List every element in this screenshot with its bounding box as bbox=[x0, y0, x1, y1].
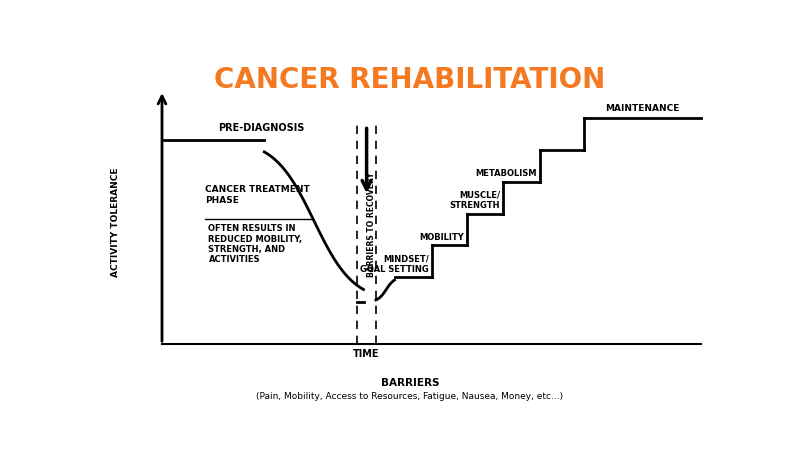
Text: OFTEN RESULTS IN
REDUCED MOBILITY,
STRENGTH, AND
ACTIVITIES: OFTEN RESULTS IN REDUCED MOBILITY, STREN… bbox=[209, 224, 302, 264]
Text: CANCER TREATMENT
PHASE: CANCER TREATMENT PHASE bbox=[206, 185, 310, 205]
Text: BARRIERS: BARRIERS bbox=[381, 378, 439, 388]
Text: CANCER REHABILITATION: CANCER REHABILITATION bbox=[214, 65, 606, 93]
Text: MINDSET/
GOAL SETTING: MINDSET/ GOAL SETTING bbox=[360, 254, 429, 273]
Text: MAINTENANCE: MAINTENANCE bbox=[606, 104, 680, 113]
Text: TIME: TIME bbox=[354, 349, 380, 360]
Text: ACTIVITY TOLERANCE: ACTIVITY TOLERANCE bbox=[111, 168, 120, 277]
Text: (Pain, Mobility, Access to Resources, Fatigue, Nausea, Money, etc...): (Pain, Mobility, Access to Resources, Fa… bbox=[257, 392, 563, 401]
Text: PRE-DIAGNOSIS: PRE-DIAGNOSIS bbox=[218, 123, 304, 132]
Text: METABOLISM: METABOLISM bbox=[475, 169, 537, 178]
Text: MOBILITY: MOBILITY bbox=[419, 233, 464, 242]
Text: BARRIERS TO RECOVERY: BARRIERS TO RECOVERY bbox=[366, 172, 376, 277]
Text: MUSCLE/
STRENGTH: MUSCLE/ STRENGTH bbox=[450, 191, 500, 210]
